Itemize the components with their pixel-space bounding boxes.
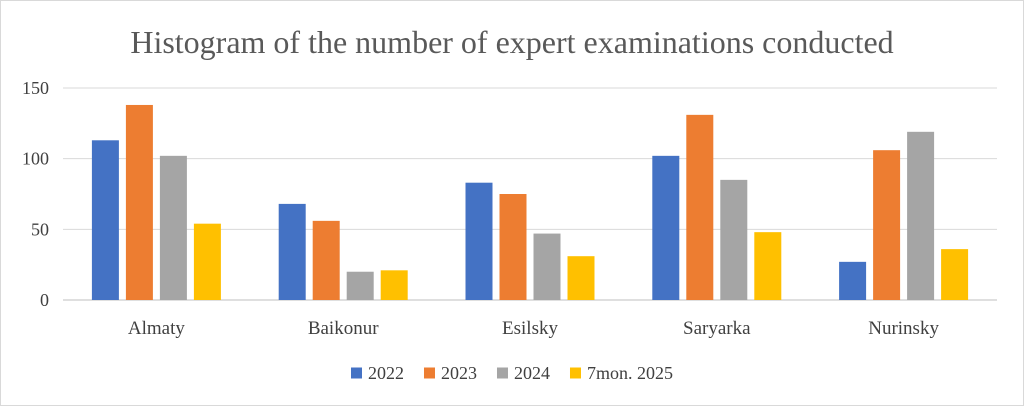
legend-label: 2023	[441, 363, 477, 383]
bar-almaty-2023	[125, 104, 153, 301]
bar-almaty-7mon-2025	[193, 223, 221, 300]
legend-label: 7mon. 2025	[587, 363, 673, 383]
bar-esilsky-7mon-2025	[567, 256, 595, 300]
axes: 0 50 100 150 Almaty Baikonur Esilsky Saryarka Nu…	[22, 78, 939, 339]
bar-baikonur-7mon-2025	[380, 270, 408, 300]
x-category-label: Esilsky	[502, 318, 558, 339]
legend-swatch	[423, 367, 435, 379]
legend-label: 2024	[514, 363, 550, 383]
bar-saryarka-2022	[652, 155, 680, 300]
bar-baikonur-2022	[278, 203, 306, 300]
legend-swatch	[569, 367, 581, 379]
bars	[91, 104, 969, 301]
legend-item: 2024	[496, 363, 550, 383]
legend-item: 2022	[350, 363, 404, 383]
legend-swatch	[496, 367, 508, 379]
bar-almaty-2024	[159, 155, 187, 300]
x-category-label: Almaty	[128, 318, 185, 339]
y-tick-label: 50	[31, 219, 49, 239]
bar-saryarka-2023	[686, 114, 714, 300]
bar-baikonur-2023	[312, 220, 340, 300]
x-category-label: Baikonur	[308, 318, 379, 339]
legend-item: 7mon. 2025	[569, 363, 673, 383]
legend-item: 2023	[423, 363, 477, 383]
y-tick-label: 150	[22, 78, 49, 98]
y-tick-label: 0	[40, 290, 49, 310]
chart-title: Histogram of the number of expert examin…	[130, 24, 893, 60]
bar-nurinsky-7mon-2025	[941, 249, 969, 300]
bar-baikonur-2024	[346, 271, 374, 300]
bar-nurinsky-2022	[839, 261, 867, 300]
legend-swatch	[350, 367, 362, 379]
bar-esilsky-2023	[499, 194, 527, 300]
bar-esilsky-2024	[533, 233, 561, 300]
bar-almaty-2022	[91, 140, 119, 300]
x-category-label: Saryarka	[683, 318, 751, 339]
y-tick-label: 100	[22, 149, 49, 169]
bar-saryarka-7mon-2025	[754, 232, 782, 300]
bar-nurinsky-2024	[907, 131, 935, 300]
legend: 2022 2023 2024 7mon. 2025	[350, 363, 673, 383]
legend-label: 2022	[368, 363, 404, 383]
x-category-label: Nurinsky	[868, 318, 939, 339]
bar-saryarka-2024	[720, 179, 748, 300]
bar-esilsky-2022	[465, 182, 493, 300]
bar-nurinsky-2023	[873, 150, 901, 300]
